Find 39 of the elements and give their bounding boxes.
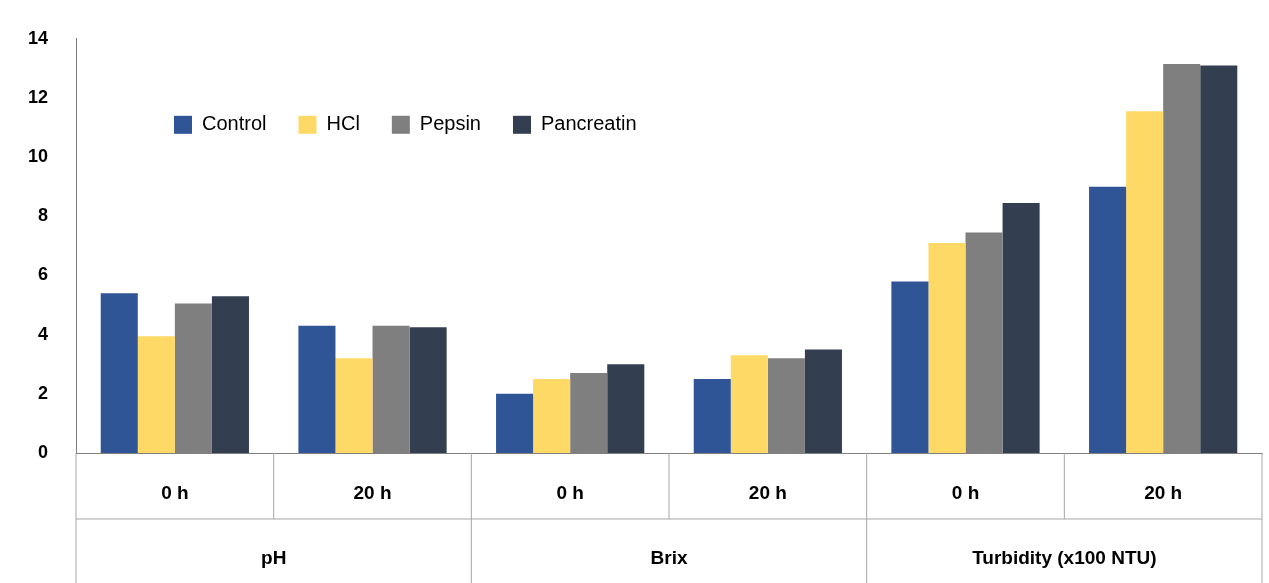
x-tick-label: 0 h — [556, 482, 584, 504]
bar — [533, 379, 571, 453]
x-tick-label: 0 h — [951, 482, 980, 504]
y-tick-label: 2 — [38, 382, 49, 403]
bar — [1002, 203, 1040, 453]
bar — [335, 358, 373, 453]
bar — [1200, 65, 1238, 453]
x-tick-label: 20 h — [748, 482, 787, 504]
y-tick-label: 6 — [38, 264, 49, 285]
bar — [1089, 186, 1127, 453]
text: pH — [261, 547, 287, 569]
legend-label: Control — [202, 112, 267, 135]
bar — [211, 296, 249, 453]
bar — [928, 242, 966, 453]
legend-label: Pancreatin — [540, 112, 637, 135]
bar — [137, 336, 175, 453]
x-tick-label: 20 h — [1144, 482, 1183, 504]
bar — [730, 355, 768, 453]
bar — [693, 379, 731, 453]
y-tick-label: 4 — [38, 323, 49, 344]
y-tick-label: 8 — [38, 205, 49, 226]
bar — [496, 393, 534, 453]
y-tick-label: 0 — [38, 441, 49, 462]
text: Brix — [650, 547, 688, 569]
x-tick-label: 20 h — [353, 482, 392, 504]
bar — [100, 293, 138, 453]
y-tick-label: 14 — [27, 27, 49, 48]
legend-label: HCl — [326, 112, 360, 135]
bar — [409, 327, 447, 453]
bar — [1126, 111, 1164, 453]
bar — [804, 349, 842, 453]
bar — [891, 281, 929, 453]
text: Turbidity (x100 NTU) — [972, 547, 1157, 569]
y-tick-label: 10 — [27, 146, 49, 167]
bar — [298, 325, 336, 453]
x-tick-label: 0 h — [161, 482, 189, 504]
legend-label: Pepsin — [419, 112, 481, 135]
bar — [607, 364, 645, 453]
y-tick-label: 12 — [27, 86, 49, 107]
